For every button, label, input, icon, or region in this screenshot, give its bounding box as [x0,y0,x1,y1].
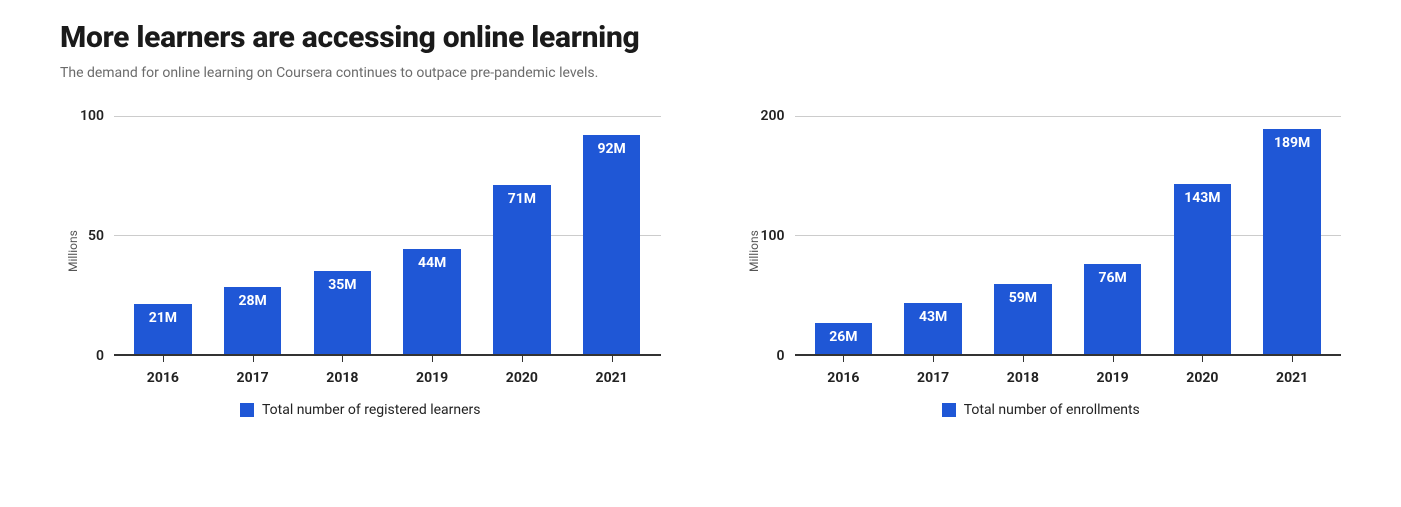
bar: 26M [815,323,872,354]
x-tick-label: 2020 [1158,366,1248,386]
bar-slot: 71M [477,116,567,354]
bar-value-label: 44M [418,255,446,271]
bar: 35M [314,271,371,354]
charts-row: Millions 100 50 0 21M 28M 35M 44M 71M 92M 201… [60,116,1341,418]
chart-enrollments: Millions 200 100 0 26M43M59M76M143M189M … [741,116,1342,418]
chart-learners: Millions 100 50 0 21M 28M 35M 44M 71M 92M 201… [60,116,661,418]
x-tick-label: 2018 [298,366,388,386]
bar-slot: 44M [387,116,477,354]
page-title: More learners are accessing online learn… [60,20,1341,55]
bar: 71M [493,185,550,354]
bar-value-label: 21M [149,310,177,326]
x-tick-label: 2021 [1247,366,1337,386]
bar: 76M [1084,264,1141,354]
bar-slot: 76M [1068,116,1158,354]
x-tick-label: 2017 [208,366,298,386]
bar-slot: 59M [978,116,1068,354]
bar-slot: 21M [118,116,208,354]
legend: Total number of registered learners [60,402,661,418]
legend-label: Total number of registered learners [262,402,481,418]
bar-slot: 26M [799,116,889,354]
bar: 59M [994,284,1051,354]
legend-swatch-icon [942,403,956,417]
x-ticks: 201620172018201920202021 [114,366,661,386]
bar-slot: 35M [298,116,388,354]
bar-value-label: 143M [1184,190,1220,206]
bar-slot: 43M [888,116,978,354]
x-tick-label: 2019 [387,366,477,386]
bar: 44M [403,249,460,354]
plot-area: 21M 28M 35M 44M 71M 92M [114,116,661,356]
bar-value-label: 189M [1274,135,1310,151]
bar: 143M [1174,184,1231,354]
page-subtitle: The demand for online learning on Course… [60,65,1341,81]
y-axis-label: Millions [60,116,80,386]
bar: 189M [1263,129,1320,354]
bar-value-label: 26M [829,329,857,345]
x-tick-label: 2019 [1068,366,1158,386]
x-tick-label: 2016 [799,366,889,386]
y-axis-label: Millions [741,116,761,386]
y-ticks: 200 100 0 [761,116,795,382]
bar-slot: 189M [1247,116,1337,354]
x-tick-label: 2021 [567,366,657,386]
plot-area: 26M 43M 59M 76M 143M 189M [795,116,1342,356]
bar: 21M [134,304,191,354]
x-tick-label: 2020 [477,366,567,386]
bar: 28M [224,287,281,354]
x-tick-label: 2016 [118,366,208,386]
bar-value-label: 59M [1009,290,1037,306]
y-ticks: 100 50 0 [80,116,114,382]
x-ticks: 201620172018201920202021 [795,366,1342,386]
x-tick-label: 2018 [978,366,1068,386]
bar: 92M [583,135,640,354]
bar-slot: 92M [567,116,657,354]
bar-value-label: 76M [1098,270,1126,286]
legend-label: Total number of enrollments [964,402,1140,418]
bar-slot: 28M [208,116,298,354]
bar-value-label: 92M [597,141,625,157]
bar: 43M [904,303,961,354]
bar-value-label: 35M [328,277,356,293]
legend: Total number of enrollments [741,402,1342,418]
x-tick-label: 2017 [888,366,978,386]
bar-value-label: 71M [508,191,536,207]
bar-value-label: 28M [238,293,266,309]
bar-value-label: 43M [919,309,947,325]
legend-swatch-icon [240,403,254,417]
bar-slot: 143M [1158,116,1248,354]
